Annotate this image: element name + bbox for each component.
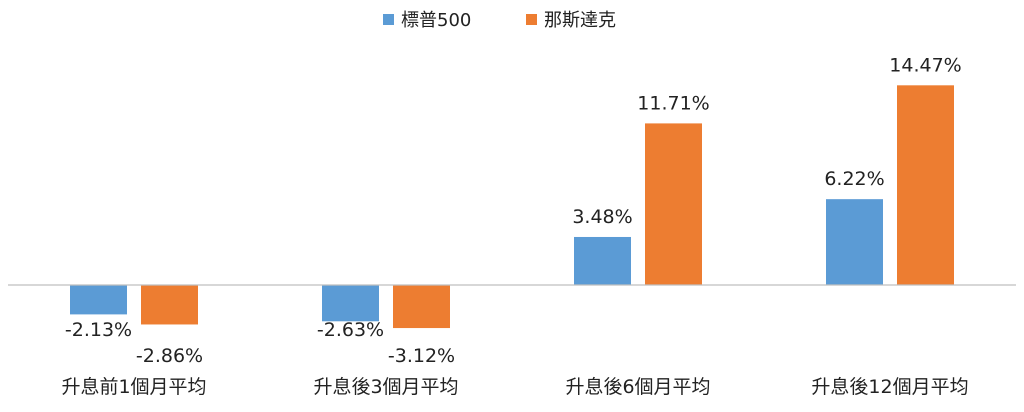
legend: 標普500 那斯達克 [383, 10, 616, 31]
bar-1-0 [141, 285, 198, 325]
category-label-0: 升息前1個月平均 [61, 376, 206, 398]
legend-label-1: 那斯達克 [544, 10, 616, 31]
value-label-0-3: 6.22% [824, 168, 884, 190]
bar-0-3 [826, 199, 883, 285]
category-label-2: 升息後6個月平均 [565, 376, 710, 398]
x-axis: 升息前1個月平均 升息後3個月平均 升息後6個月平均 升息後12個月平均 [8, 284, 1016, 398]
value-label-1-2: 11.71% [637, 92, 709, 114]
legend-swatch-1 [526, 14, 537, 25]
value-label-1-1: -3.12% [388, 345, 455, 367]
value-labels-group: -2.13%-2.86% -2.63%-3.12% 3.48% 11.71% 6.22%… [65, 54, 962, 367]
legend-swatch-0 [383, 14, 394, 25]
bar-0-0 [70, 285, 127, 315]
bar-1-1 [393, 285, 450, 329]
legend-label-0: 標普500 [401, 10, 471, 31]
bar-1-3 [897, 85, 954, 286]
value-label-0-0: -2.13% [65, 319, 132, 341]
category-label-1: 升息後3個月平均 [313, 376, 458, 398]
bar-0-2 [574, 236, 631, 285]
value-label-0-2: 3.48% [572, 206, 632, 228]
category-label-3: 升息後12個月平均 [811, 376, 968, 398]
bar-0-1 [322, 285, 379, 322]
bars-group [70, 85, 954, 329]
bar-1-2 [645, 123, 702, 285]
value-label-1-3: 14.47% [889, 54, 961, 76]
value-label-1-0: -2.86% [136, 345, 203, 367]
value-label-0-1: -2.63% [317, 319, 384, 341]
